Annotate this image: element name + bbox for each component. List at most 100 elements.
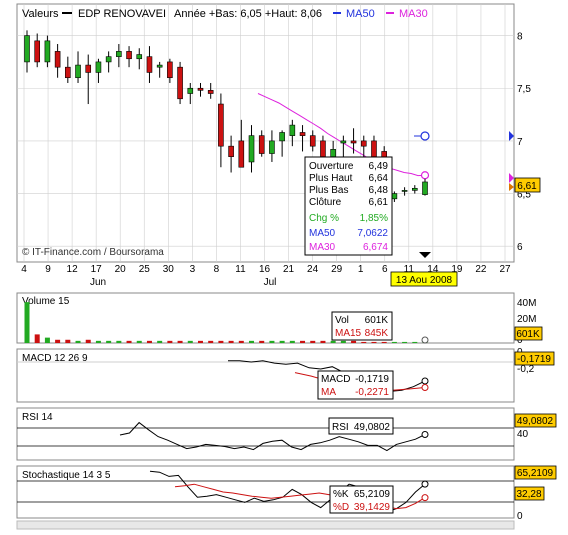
candle-body: [228, 145, 234, 157]
x-day-label: 8: [214, 264, 220, 275]
tooltip-ma30-value: 6,674: [363, 242, 388, 253]
volume-bar: [167, 340, 173, 343]
stoch-d-current-label: 32,28: [516, 489, 541, 500]
x-day-label: 14: [427, 264, 439, 275]
volume-bar: [65, 339, 71, 343]
price-axis-arrow: [509, 183, 514, 191]
volume-bar: [249, 340, 255, 343]
macd-current-label: -0,1719: [517, 354, 551, 365]
x-day-label: 24: [307, 264, 319, 275]
candle-body: [238, 140, 245, 168]
x-day-label: 30: [163, 264, 175, 275]
macd-info-box: MACD -0,1719 MA -0,2271: [317, 370, 394, 400]
candle-body: [167, 61, 173, 79]
volume-box-label: Vol: [335, 315, 349, 326]
ma30-axis-arrow: [509, 173, 514, 183]
x-day-label: 25: [139, 264, 151, 275]
volume-axis-0: 0: [517, 335, 523, 346]
volume-bar: [177, 340, 183, 343]
tooltip-close-label: Clôture: [309, 197, 342, 208]
ohlc-tooltip: Ouverture 6,49 Plus Haut 6,64 Plus Bas 6…: [304, 156, 393, 256]
candle-body: [156, 64, 163, 68]
x-day-label: 19: [451, 264, 463, 275]
x-day-label: 1: [358, 264, 364, 275]
candle-body: [24, 35, 30, 63]
volume-bar: [157, 340, 163, 343]
volume-bar: [238, 340, 244, 343]
x-day-label: 29: [331, 264, 343, 275]
x-day-label: 27: [499, 264, 511, 275]
rsi-panel-frame: [16, 407, 515, 461]
x-day-label: 4: [21, 264, 27, 275]
volume-bar: [116, 340, 122, 343]
volume-ma-value: 845K: [365, 328, 389, 339]
rsi-box-value: 49,0802: [354, 422, 391, 433]
stoch-d-current-box: [514, 486, 545, 501]
candle-body: [34, 40, 41, 63]
macd-box-label: MACD: [321, 374, 350, 385]
volume-bar: [197, 340, 203, 343]
volume-bar: [106, 340, 112, 343]
candle-body: [95, 61, 102, 73]
volume-title: Volume 15: [22, 296, 70, 307]
tooltip-open-label: Ouverture: [309, 161, 354, 172]
volume-bar: [75, 340, 81, 343]
time-scrollbar[interactable]: [16, 520, 515, 530]
rsi-line: [119, 421, 429, 452]
x-day-label: 17: [91, 264, 103, 275]
month-label-jul: Jul: [264, 277, 277, 288]
candle-body: [75, 64, 81, 79]
ma50-marker: [420, 131, 430, 141]
volume-bar: [402, 341, 408, 343]
rsi-path: [119, 421, 426, 452]
candle-body: [299, 132, 306, 136]
current-price-box: [514, 177, 541, 193]
candle-body: [279, 132, 285, 142]
price-tick-label: 6,5: [517, 190, 531, 201]
volume-bar: [361, 341, 367, 343]
ma30-legend: MA30: [399, 8, 428, 20]
volume-bar: [95, 340, 101, 343]
candle-body: [146, 56, 153, 73]
tooltip-ma50-label: MA50: [309, 228, 336, 239]
candle-body: [177, 66, 183, 100]
current-price-label: 6,61: [517, 181, 537, 192]
x-day-label: 21: [283, 264, 295, 275]
volume-bar: [320, 340, 326, 343]
volume-bar: [218, 340, 224, 343]
selected-date-box: [390, 271, 458, 287]
candles: [24, 30, 428, 202]
x-day-label: 9: [45, 264, 51, 275]
stoch-axis-0: 0: [517, 511, 523, 522]
stoch-k-current-box: [514, 465, 557, 480]
candle-body: [207, 90, 214, 94]
volume-bar: [300, 340, 306, 343]
tooltip-ma30-label: MA30: [309, 242, 336, 253]
volume-bar: [208, 340, 214, 343]
ma30-legend-swatch: [386, 12, 394, 14]
candle-body: [350, 140, 357, 144]
candle-body: [401, 190, 408, 192]
candle-body: [371, 140, 377, 157]
candle-body: [330, 149, 336, 157]
price-y-ticks: 8 7,5 7 6,5 6: [517, 32, 531, 254]
macd-ma-value: -0,2271: [355, 387, 389, 398]
rsi-current-box: [514, 413, 557, 428]
selection-marker-icon: [419, 252, 431, 258]
volume-info-box: Vol 601K MA15 845K: [331, 311, 393, 341]
candle-body: [218, 103, 224, 147]
macd-box-value: -0,1719: [355, 374, 389, 385]
x-day-label: 20: [115, 264, 127, 275]
candle-body: [85, 64, 92, 73]
volume-ma-label: MA15: [335, 328, 362, 339]
rsi-box-label: RSI: [332, 422, 349, 433]
volume-panel-frame: [16, 292, 515, 344]
stoch-info-box: %K 65,2109 %D 39,1429: [329, 485, 394, 514]
volume-current-box: [514, 326, 543, 341]
candle-body: [391, 193, 398, 200]
candle-body: [54, 51, 61, 68]
rsi-axis-40: 40: [517, 429, 529, 440]
rsi-title: RSI 14: [22, 412, 53, 423]
volume-bar: [228, 340, 234, 343]
